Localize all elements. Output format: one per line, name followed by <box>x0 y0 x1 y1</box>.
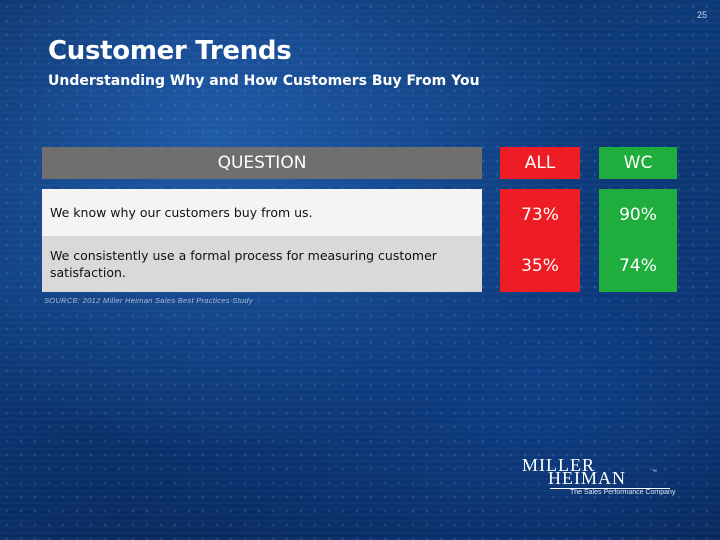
header-question: QUESTION <box>42 147 482 179</box>
row-2-all-value: 35% <box>500 240 580 292</box>
row-2-wc-value: 74% <box>599 240 677 292</box>
logo-trademark: ™ <box>652 469 657 475</box>
row-1-all-value: 73% <box>500 189 580 240</box>
row-2-question-text: We consistently use a formal process for… <box>50 248 437 280</box>
slide-title: Customer Trends <box>48 36 292 66</box>
logo-tagline: The Sales Performance Company <box>570 489 676 496</box>
slide-number: 25 <box>696 10 707 20</box>
row-1-question: We know why our customers buy from us. <box>42 189 482 236</box>
header-wc: WC <box>599 147 677 179</box>
slide-subtitle: Understanding Why and How Customers Buy … <box>48 73 480 89</box>
logo-text-line2: HEIMAN <box>548 468 626 488</box>
row-2-question: We consistently use a formal process for… <box>42 236 482 292</box>
logo-underline <box>550 488 670 489</box>
source-note: SOURCE: 2012 Miller Heiman Sales Best Pr… <box>44 296 253 305</box>
logo-text-line1: MILLER <box>522 455 595 475</box>
miller-heiman-logo: MILLER HEIMAN ™ The Sales Performance Co… <box>520 455 680 500</box>
row-1-wc-value: 90% <box>599 189 677 240</box>
row-1-question-text: We know why our customers buy from us. <box>50 205 313 220</box>
header-all: ALL <box>500 147 580 179</box>
